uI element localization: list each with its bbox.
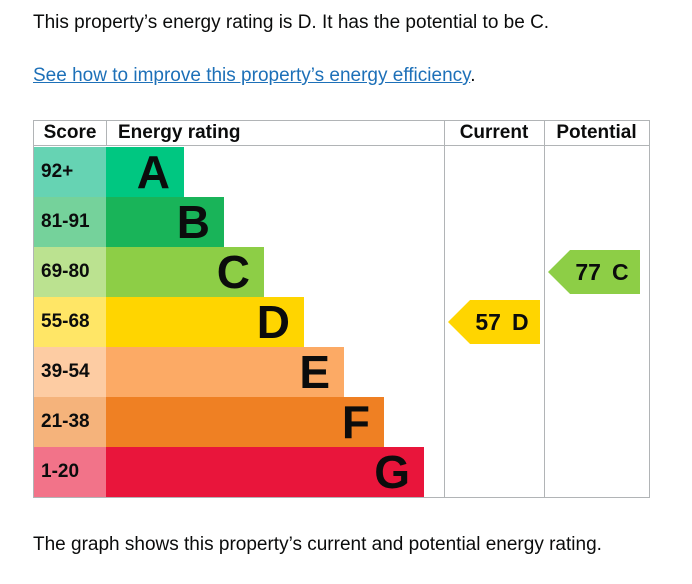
- current-rating-band: D: [511, 308, 529, 335]
- rating-bar-d: D: [106, 297, 304, 347]
- potential-rating-band: C: [611, 258, 629, 285]
- intro-text: This property’s energy rating is D. It h…: [33, 12, 550, 33]
- band-letter-e: E: [299, 346, 330, 398]
- score-range-g: 1-20: [34, 447, 106, 497]
- band-letter-g: G: [374, 446, 410, 498]
- header-potential: Potential: [556, 122, 637, 143]
- rating-row-d: 55-68 D: [34, 297, 649, 347]
- header-score: Score: [43, 122, 97, 143]
- band-letter-f: F: [341, 396, 370, 448]
- header-energy-rating: Energy rating: [106, 121, 444, 145]
- current-rating-value: 57: [475, 308, 501, 335]
- rating-row-f: 21-38 F: [34, 397, 649, 447]
- rating-row-e: 39-54 E: [34, 347, 649, 397]
- rating-bar-b: B: [106, 197, 224, 247]
- rating-bar-g: G: [106, 447, 424, 497]
- band-letter-b: B: [176, 196, 210, 248]
- potential-rating-arrow: 77 C: [548, 250, 640, 294]
- improve-efficiency-link[interactable]: See how to improve this property’s energ…: [33, 65, 471, 86]
- header-current: Current: [459, 122, 529, 143]
- band-letter-c: C: [216, 246, 250, 298]
- improve-link-line: See how to improve this property’s energ…: [33, 63, 476, 88]
- score-range-d: 55-68: [34, 297, 106, 347]
- score-range-b: 81-91: [34, 197, 106, 247]
- rating-row-b: 81-91 B: [34, 197, 649, 247]
- potential-rating-value: 77: [575, 258, 601, 285]
- rating-row-g: 1-20 G: [34, 447, 649, 497]
- energy-rating-chart: Score Energy rating Current Potential 92…: [33, 120, 650, 498]
- band-letter-a: A: [136, 146, 170, 198]
- score-range-e: 39-54: [34, 347, 106, 397]
- current-column-divider: [444, 121, 445, 497]
- rating-bar-c: C: [106, 247, 264, 297]
- potential-column-divider: [544, 121, 545, 497]
- rating-row-a: 92+ A: [34, 147, 649, 197]
- score-range-a: 92+: [34, 147, 106, 197]
- current-rating-arrow: 57 D: [448, 300, 540, 344]
- link-suffix-period: .: [470, 65, 476, 86]
- rating-bar-a: A: [106, 147, 184, 197]
- chart-header-row: Score Energy rating Current Potential: [34, 121, 649, 146]
- rating-bar-f: F: [106, 397, 384, 447]
- band-letter-d: D: [256, 296, 290, 348]
- caption-text: The graph shows this property’s current …: [33, 534, 602, 555]
- score-range-c: 69-80: [34, 247, 106, 297]
- score-range-f: 21-38: [34, 397, 106, 447]
- rating-band-rows: 92+ A 81-91 B 69-80 C 55-68 D 39-54 E 21…: [34, 147, 649, 497]
- rating-row-c: 69-80 C: [34, 247, 649, 297]
- rating-bar-e: E: [106, 347, 344, 397]
